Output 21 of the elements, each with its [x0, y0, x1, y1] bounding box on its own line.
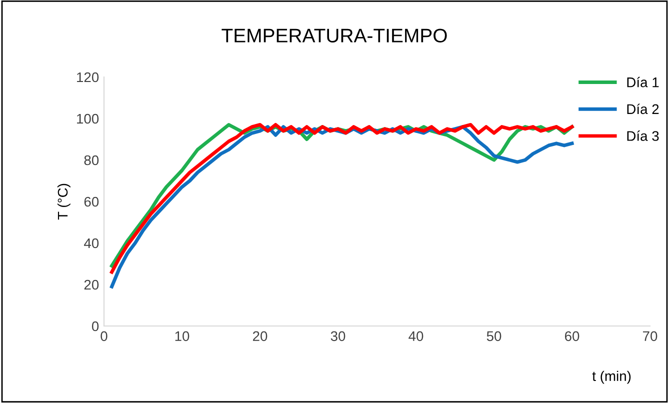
- y-tick-label: 40: [84, 238, 99, 248]
- chart-title: TEMPERATURA-TIEMPO: [222, 28, 447, 42]
- x-tick-label: 50: [486, 331, 502, 342]
- y-tick-label: 20: [84, 280, 99, 290]
- y-tick-label: 120: [77, 72, 99, 82]
- x-tick-label: 60: [564, 331, 580, 342]
- x-tick-label: 0: [100, 331, 108, 342]
- y-tick-label: 0: [92, 321, 99, 332]
- x-axis-title: t (min): [592, 370, 631, 384]
- legend-label: Día 3: [627, 130, 659, 141]
- y-tick-label: 60: [84, 196, 99, 207]
- x-tick-label: 10: [175, 331, 190, 342]
- legend-label: Día 2: [627, 104, 659, 114]
- x-tick-label: 20: [252, 331, 268, 342]
- y-axis-title: T (°C): [57, 184, 70, 220]
- x-tick-label: 70: [642, 331, 658, 342]
- x-tick-label: 40: [408, 331, 424, 342]
- y-tick-label: 100: [77, 114, 99, 124]
- x-tick-label: 30: [330, 331, 346, 342]
- legend-label: Día 1: [627, 76, 659, 88]
- y-tick-label: 80: [84, 155, 99, 166]
